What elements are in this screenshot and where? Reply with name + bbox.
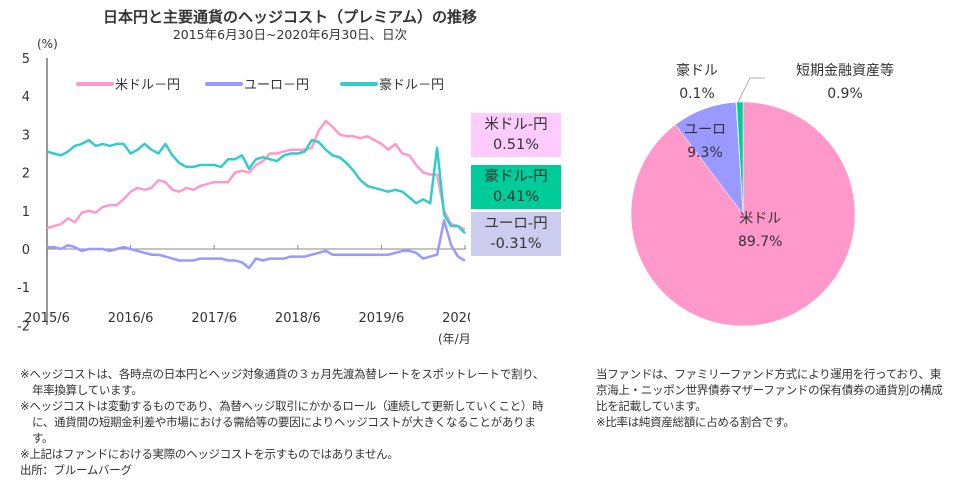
note: ※比率は純資産総額に占める割合です。 [596, 415, 795, 429]
end-label-name: 豪ドル-円 [484, 169, 548, 185]
pie-chart [630, 77, 856, 327]
y-axis-unit: (%) [37, 37, 58, 51]
end-label-aud: 豪ドル-円 0.41% [471, 165, 561, 209]
slice-name: 短期金融資産等 [796, 63, 894, 79]
end-label-value: -0.31% [490, 236, 542, 252]
y-tick-label: 0 [22, 243, 30, 258]
y-tick-label: 5 [22, 52, 30, 67]
leader-line [737, 77, 765, 103]
x-tick-label: 2018/6 [275, 311, 321, 326]
pie-label-eur: ユーロ 9.3% [684, 119, 726, 161]
x-axis-unit: (年/月) [438, 332, 470, 345]
pie-label-short-term: 短期金融資産等 0.9% [770, 60, 920, 102]
y-tick-label: 2 [22, 167, 30, 182]
note: ※ヘッジコストは、各時点の日本円とヘッジ対象通貨の３ヵ月先渡為替レートをスポット… [20, 367, 545, 397]
x-tick-label: 2016/6 [108, 311, 154, 326]
x-tick-label: 2017/6 [191, 311, 237, 326]
y-tick-label: -1 [17, 281, 30, 296]
note: ※上記はファンドにおける実際のヘッジコストを示すものではありません。 [20, 447, 399, 461]
end-label-eur: ユーロ-円 -0.31% [471, 212, 561, 256]
series-line [46, 119, 466, 231]
slice-value: 0.1% [679, 86, 715, 102]
x-tick-label: 2020/6 [442, 311, 470, 326]
series-line [47, 219, 466, 270]
pie-label-aud: 豪ドル 0.1% [676, 60, 718, 102]
slice-value: 89.7% [738, 234, 783, 250]
series-line [46, 138, 466, 235]
source-note: 出所：ブルームバーグ [20, 463, 132, 477]
slice-name: ユーロ [684, 122, 726, 138]
legend-label: ユーロ－円 [244, 78, 309, 93]
legend-label: 豪ドル－円 [379, 77, 444, 93]
end-label-usd: 米ドル-円 0.51% [471, 113, 561, 157]
y-tick-label: 1 [22, 205, 30, 220]
slice-name: 米ドル [739, 211, 782, 227]
slice-value: 9.3% [687, 145, 723, 161]
pie-slice [736, 101, 744, 215]
legend-label: 米ドル－円 [115, 78, 180, 93]
slice-name: 豪ドル [676, 63, 718, 79]
notes-right: 当ファンドは、ファミリーファンド方式により運用を行っており、東京海上・ニッポン世… [596, 366, 951, 430]
slice-value: 0.9% [827, 86, 863, 102]
end-label-value: 0.51% [492, 137, 540, 153]
end-label-name: 米ドル-円 [484, 117, 548, 133]
x-tick-label: 2019/6 [359, 311, 405, 326]
notes-left: ※ヘッジコストは、各時点の日本円とヘッジ対象通貨の３ヵ月先渡為替レートをスポット… [20, 366, 550, 478]
chart-subtitle: 2015年6月30日~2020年6月30日、日次 [172, 27, 408, 42]
y-tick-label: 3 [22, 128, 30, 143]
y-tick-label: -2 [17, 319, 30, 334]
chart-title: 日本円と主要通貨のヘッジコスト（プレミアム）の推移 [103, 8, 477, 26]
note: ※ヘッジコストは変動するものであり、為替ヘッジ取引にかかるロール（連続して更新し… [20, 399, 544, 445]
end-label-value: 0.41% [492, 189, 540, 205]
pie-label-usd: 米ドル 89.7% [738, 208, 782, 250]
end-label-name: ユーロ-円 [484, 216, 548, 232]
note: 当ファンドは、ファミリーファンド方式により運用を行っており、東京海上・ニッポン世… [596, 367, 943, 413]
y-tick-label: 4 [22, 90, 30, 105]
